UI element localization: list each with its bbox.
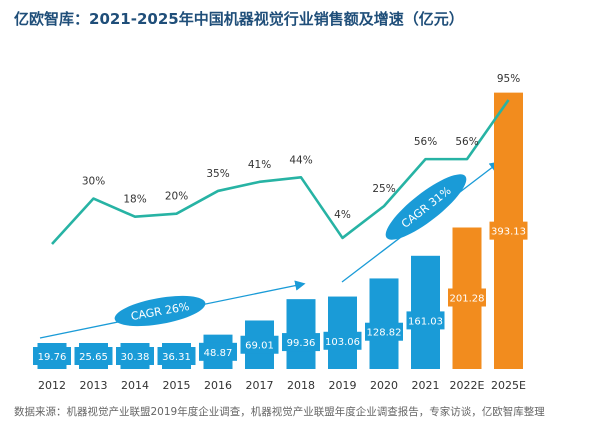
value-label-box-2021 — [406, 311, 445, 330]
value-label-2020: 128.82 — [367, 328, 402, 339]
value-label-box-2012 — [33, 347, 71, 365]
value-label-box-2020 — [365, 322, 403, 341]
x-tick-2025E: 2025E — [491, 379, 526, 392]
x-tick-2015: 2015 — [163, 379, 191, 392]
value-label-2012: 19.76 — [38, 352, 67, 363]
cagr-ellipse-1 — [114, 295, 206, 327]
value-label-2025E: 393.13 — [491, 227, 526, 238]
value-label-2015: 36.31 — [162, 352, 191, 363]
source-note: 数据来源：机器视觉产业联盟2019年度企业调查，机器视觉产业联盟年度企业调查报告… — [14, 406, 545, 418]
x-tick-2022E: 2022E — [450, 379, 485, 392]
growth-label-2014: 18% — [123, 194, 146, 206]
x-tick-2012: 2012 — [38, 379, 66, 392]
x-tick-2019: 2019 — [329, 379, 357, 392]
value-label-2018: 99.36 — [287, 338, 316, 349]
cagr-ellipse-2 — [385, 174, 467, 240]
value-label-2017: 69.01 — [245, 341, 274, 352]
x-tick-2018: 2018 — [287, 379, 315, 392]
value-label-box-2017 — [240, 335, 279, 354]
growth-label-2022E: 56% — [455, 136, 478, 148]
x-tick-2013: 2013 — [80, 379, 108, 392]
x-tick-2020: 2020 — [370, 379, 398, 392]
growth-label-2017: 41% — [248, 159, 271, 171]
value-label-2019: 103.06 — [325, 337, 360, 348]
growth-label-2018: 44% — [289, 154, 312, 166]
growth-label-2020: 25% — [372, 183, 395, 195]
value-label-2016: 48.87 — [204, 348, 233, 359]
x-tick-2021: 2021 — [412, 379, 440, 392]
value-label-box-2019 — [323, 331, 362, 350]
x-tick-2016: 2016 — [204, 379, 232, 392]
value-label-box-2015 — [157, 347, 196, 365]
value-label-2022E: 201.28 — [450, 294, 485, 305]
value-label-box-2013 — [74, 347, 113, 365]
growth-label-2021: 56% — [414, 136, 437, 148]
growth-label-2013: 30% — [82, 176, 105, 188]
x-tick-2017: 2017 — [246, 379, 274, 392]
growth-label-2019: 4% — [334, 209, 351, 221]
value-label-2021: 161.03 — [408, 316, 443, 327]
growth-line — [51, 99, 510, 245]
growth-label-2025E: 95% — [497, 73, 520, 85]
chart-title: 亿欧智库：2021-2025年中国机器视觉行业销售额及增速（亿元） — [14, 10, 464, 28]
value-label-box-2025E — [489, 221, 528, 240]
x-tick-2014: 2014 — [121, 379, 149, 392]
value-label-box-2014 — [116, 347, 154, 365]
growth-label-2016: 35% — [206, 168, 229, 180]
value-label-box-2022E — [448, 288, 486, 307]
value-label-box-2016 — [199, 342, 237, 361]
value-label-2013: 25.65 — [79, 352, 108, 363]
value-label-2014: 30.38 — [121, 352, 150, 363]
growth-label-2015: 20% — [165, 191, 188, 203]
value-label-box-2018 — [282, 333, 320, 352]
